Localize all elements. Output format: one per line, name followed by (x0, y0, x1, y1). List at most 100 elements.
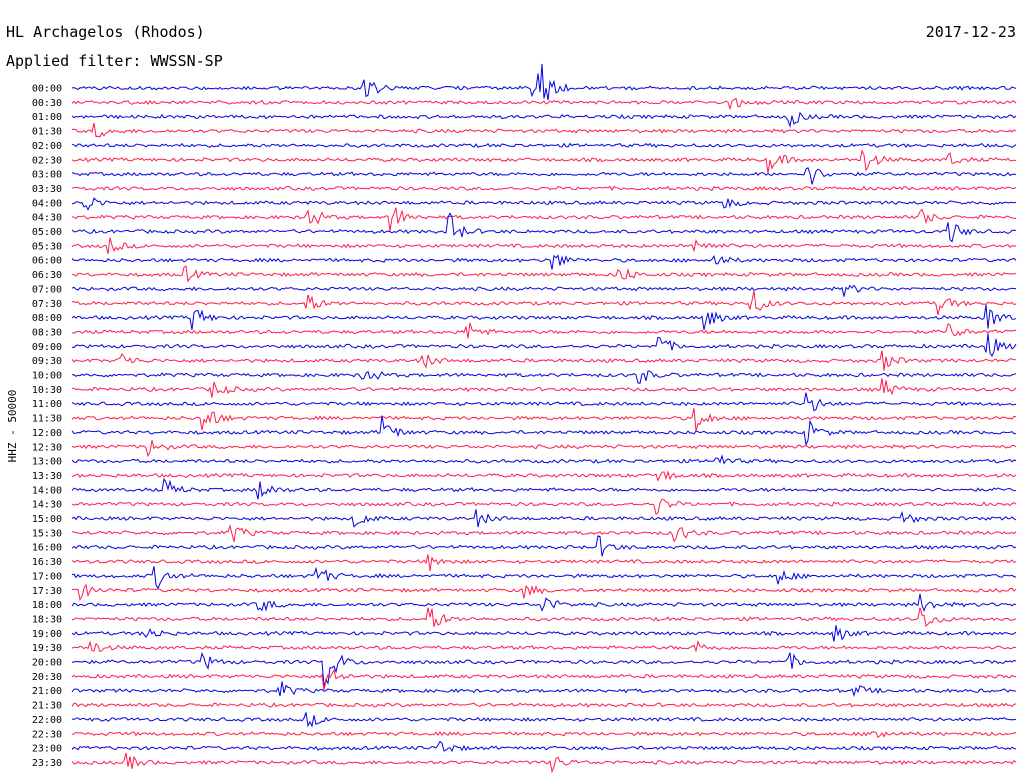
seismic-trace (71, 651, 1017, 687)
seismic-trace (71, 254, 1017, 270)
y-axis-label: HHZ - 50000 (6, 390, 19, 463)
time-tick-label: 06:00 (32, 256, 62, 267)
seismic-trace (71, 593, 1017, 612)
seismic-trace (71, 212, 1017, 243)
time-tick-label: 08:30 (32, 327, 62, 338)
seismic-trace (71, 640, 1017, 653)
time-tick-label: 15:30 (32, 528, 62, 539)
seismic-trace (71, 607, 1017, 627)
time-tick-label: 03:30 (32, 184, 62, 195)
seismic-trace (71, 111, 1017, 128)
time-tick-label: 01:00 (32, 112, 62, 123)
seismic-trace (71, 167, 1017, 185)
seismic-trace (71, 304, 1017, 331)
time-tick-label: 10:30 (32, 385, 62, 396)
time-tick-label: 11:30 (32, 414, 62, 425)
time-tick-label: 10:00 (32, 371, 62, 382)
chart-date: 2017-12-23 (926, 23, 1016, 41)
seismic-trace (71, 740, 1017, 753)
time-tick-label: 12:00 (32, 428, 62, 439)
time-tick-label: 05:00 (32, 227, 62, 238)
time-tick-label: 12:30 (32, 442, 62, 453)
time-tick-label: 18:30 (32, 614, 62, 625)
seismic-trace (71, 322, 1017, 339)
seismic-trace (71, 535, 1017, 557)
time-tick-label: 07:30 (32, 299, 62, 310)
time-tick-label: 19:00 (32, 629, 62, 640)
seismic-trace (71, 149, 1017, 174)
time-tick-label: 02:00 (32, 141, 62, 152)
time-tick-label: 19:30 (32, 643, 62, 654)
seismic-trace (71, 333, 1017, 358)
time-tick-label: 08:00 (32, 313, 62, 324)
time-tick-label: 04:30 (32, 213, 62, 224)
time-tick-label: 20:30 (32, 672, 62, 683)
seismic-trace (71, 122, 1017, 138)
seismic-trace (71, 440, 1017, 458)
seismic-trace (71, 408, 1017, 432)
seismic-trace (71, 752, 1017, 774)
time-tick-label: 00:30 (32, 98, 62, 109)
seismic-trace (71, 207, 1017, 231)
seismic-trace (71, 378, 1017, 398)
time-tick-label: 15:00 (32, 514, 62, 525)
time-tick-label: 20:00 (32, 658, 62, 669)
chart-title: HL Archagelos (Rhodos) (6, 23, 205, 41)
seismic-trace (71, 712, 1017, 728)
seismic-trace (71, 470, 1017, 482)
time-tick-label: 09:00 (32, 342, 62, 353)
seismic-trace (71, 290, 1017, 316)
time-tick-label: 21:30 (32, 701, 62, 712)
chart-subtitle: Applied filter: WWSSN-SP (6, 52, 223, 70)
seismic-trace (71, 477, 1017, 500)
time-tick-label: 13:00 (32, 457, 62, 468)
seismic-trace (71, 498, 1017, 516)
seismic-trace (71, 702, 1017, 708)
seismic-trace (71, 197, 1017, 211)
seismic-trace (71, 185, 1017, 192)
seismic-trace (71, 730, 1017, 739)
time-tick-label: 02:30 (32, 155, 62, 166)
time-tick-label: 07:00 (32, 284, 62, 295)
seismic-trace (71, 524, 1017, 543)
seismic-trace (71, 265, 1017, 283)
seismic-trace (71, 554, 1017, 572)
seismic-trace (71, 454, 1017, 465)
time-tick-label: 17:00 (32, 571, 62, 582)
seismic-trace (71, 284, 1016, 297)
time-tick-label: 01:30 (32, 127, 62, 138)
seismic-trace (71, 625, 1017, 642)
time-tick-label: 17:30 (32, 586, 62, 597)
time-tick-label: 16:00 (32, 543, 62, 554)
seismic-trace (71, 237, 1017, 254)
time-tick-label: 18:00 (32, 600, 62, 611)
seismic-trace (71, 97, 1017, 111)
time-tick-label: 14:00 (32, 485, 62, 496)
seismic-trace (71, 370, 1017, 384)
time-tick-label: 11:00 (32, 399, 62, 410)
time-tick-label: 22:00 (32, 715, 62, 726)
time-tick-label: 23:00 (32, 744, 62, 755)
time-tick-label: 21:00 (32, 686, 62, 697)
seismic-trace (71, 509, 1017, 528)
time-tick-label: 16:30 (32, 557, 62, 568)
seismic-trace (71, 566, 1017, 590)
time-tick-label: 09:30 (32, 356, 62, 367)
seismic-trace (71, 681, 1016, 698)
time-tick-label: 05:30 (32, 241, 62, 252)
trace-group: 00:00 00:30 01:00 01:30 02:00 02:30 03:00 03:30… (32, 63, 1017, 774)
seismic-trace (71, 392, 1017, 412)
seismic-trace (71, 350, 1017, 371)
time-tick-label: 00:00 (32, 84, 62, 95)
seismic-trace (71, 583, 1017, 602)
time-tick-label: 23:30 (32, 758, 62, 769)
time-tick-label: 04:00 (32, 198, 62, 209)
time-tick-label: 22:30 (32, 729, 62, 740)
time-tick-label: 03:00 (32, 170, 62, 181)
seismic-trace (71, 668, 1017, 691)
time-tick-label: 14:30 (32, 500, 62, 511)
seismic-trace (71, 415, 1017, 447)
time-tick-label: 06:30 (32, 270, 62, 281)
time-tick-label: 13:30 (32, 471, 62, 482)
